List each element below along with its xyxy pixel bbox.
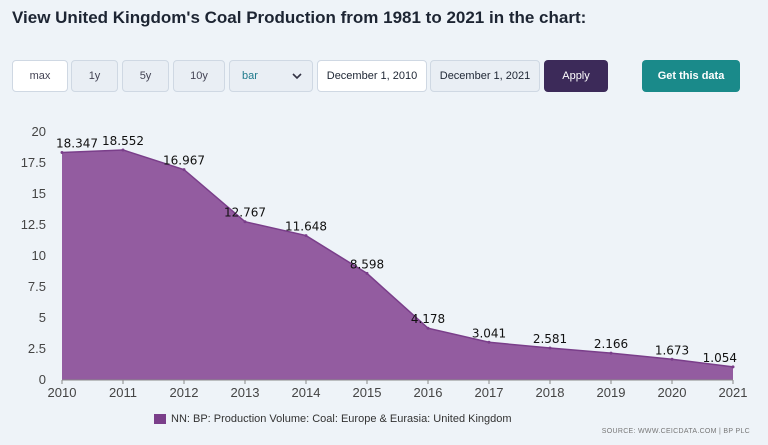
y-tick-label: 15 — [32, 186, 46, 201]
x-tick-label: 2017 — [475, 385, 504, 400]
x-tick-label: 2012 — [170, 385, 199, 400]
x-tick-label: 2011 — [109, 385, 137, 400]
y-tick-label: 20 — [32, 124, 46, 139]
get-data-button[interactable]: Get this data — [642, 60, 740, 92]
data-label: 4.178 — [411, 312, 445, 326]
data-point — [548, 346, 552, 350]
source-note: SOURCE: WWW.CEICDATA.COM | BP PLC — [601, 428, 750, 435]
coal-production-chart: 0 2.5 5 7.5 10 12.5 15 17.5 20 2010 2011 2012 2013 20… — [21, 124, 748, 400]
x-tick-label: 2021 — [719, 385, 748, 400]
series-line — [61, 149, 734, 368]
chart-type-select[interactable]: bar — [229, 60, 313, 92]
x-tick-label: 2020 — [658, 385, 687, 400]
data-label: 18.552 — [102, 134, 144, 148]
data-label: 3.041 — [472, 326, 506, 340]
data-point — [609, 351, 613, 355]
x-tick-label: 2014 — [292, 385, 321, 400]
end-date-input[interactable]: December 1, 2021 — [430, 60, 540, 92]
data-point — [365, 271, 369, 275]
data-point — [182, 168, 186, 172]
y-tick-label: 2.5 — [28, 341, 46, 356]
data-label: 18.347 — [56, 136, 98, 150]
data-label: 1.673 — [655, 343, 689, 357]
legend-swatch — [154, 414, 166, 424]
x-tick-label: 2016 — [414, 385, 443, 400]
data-label: 16.967 — [163, 154, 205, 168]
data-label: 1.054 — [703, 351, 737, 365]
x-tick-label: 2015 — [353, 385, 382, 400]
data-point — [304, 234, 308, 238]
data-point — [731, 365, 735, 369]
y-tick-label: 17.5 — [21, 155, 46, 170]
apply-button[interactable]: Apply — [544, 60, 608, 92]
y-tick-label: 0 — [39, 372, 46, 387]
y-tick-label: 10 — [32, 248, 46, 263]
chevron-down-icon — [292, 73, 302, 80]
x-tick-label: 2018 — [536, 385, 565, 400]
data-point — [60, 150, 64, 154]
start-date-input[interactable]: December 1, 2010 — [317, 60, 427, 92]
data-point — [243, 220, 247, 224]
x-tick-label: 2013 — [231, 385, 260, 400]
y-tick-label: 7.5 — [28, 279, 46, 294]
y-tick-label: 5 — [39, 310, 46, 325]
data-point — [121, 148, 125, 152]
data-point — [487, 340, 491, 344]
x-tick-label: 2010 — [48, 385, 77, 400]
data-label: 8.598 — [350, 257, 384, 271]
data-point — [670, 357, 674, 361]
data-label: 2.166 — [594, 337, 628, 351]
chart-legend[interactable]: NN: BP: Production Volume: Coal: Europe … — [154, 411, 512, 427]
range-5y-button[interactable]: 5y — [122, 60, 169, 92]
range-max-button[interactable]: max — [12, 60, 68, 92]
series-area — [62, 149, 733, 380]
range-10y-button[interactable]: 10y — [173, 60, 225, 92]
chart-type-value: bar — [242, 70, 258, 82]
data-point — [426, 326, 430, 330]
chart-toolbar: max 1y 5y 10y bar December 1, 2010 Decem… — [0, 60, 768, 94]
range-1y-button[interactable]: 1y — [71, 60, 118, 92]
page-title: View United Kingdom's Coal Production fr… — [12, 8, 587, 27]
data-label: 12.767 — [224, 206, 266, 220]
data-label: 2.581 — [533, 332, 567, 346]
y-tick-label: 12.5 — [21, 217, 46, 232]
x-tick-label: 2019 — [597, 385, 626, 400]
legend-label: NN: BP: Production Volume: Coal: Europe … — [171, 413, 512, 425]
data-label: 11.648 — [285, 220, 327, 234]
